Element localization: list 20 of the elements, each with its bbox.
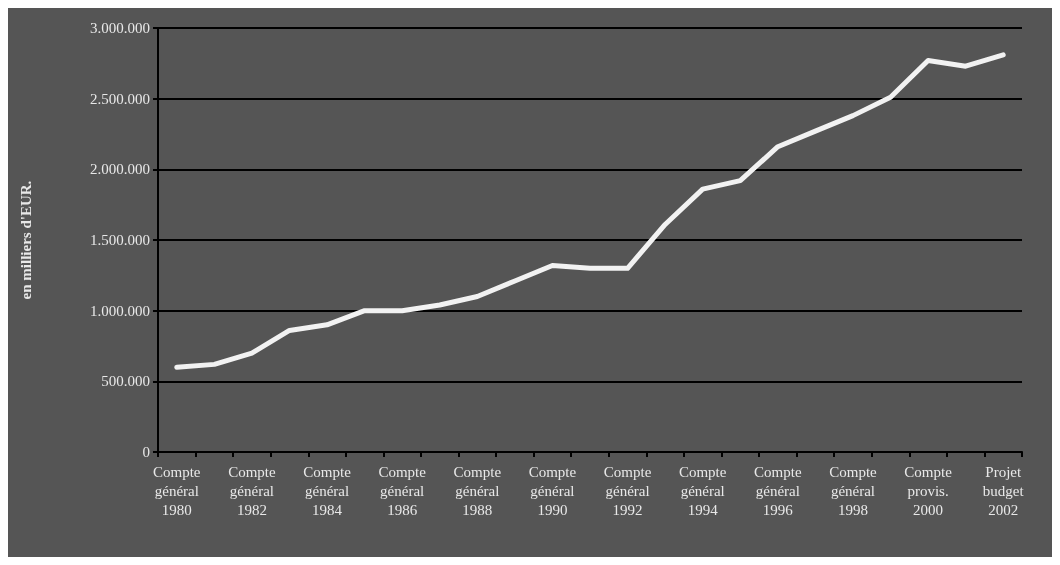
x-tick-label: Compte général 1984 — [303, 463, 352, 518]
x-tick-label: Compte général 1988 — [453, 463, 502, 518]
x-tick-label: Compte général 1998 — [829, 463, 878, 518]
x-tick-label: Compte général 1992 — [603, 463, 652, 518]
x-tick-label: Compte général 1986 — [378, 463, 427, 518]
x-tick-label: Compte général 1980 — [153, 463, 201, 518]
y-tick-label: 2.500.000 — [90, 90, 150, 107]
y-tick-label: 1.000.000 — [90, 302, 150, 319]
y-tick-label: 500.000 — [101, 373, 150, 390]
x-tick-label: Compte général 1996 — [754, 463, 802, 518]
y-tick-label: 2.000.000 — [90, 161, 150, 178]
y-tick-label: 1.500.000 — [90, 232, 150, 248]
x-tick-label: Compte provis. 2000 — [904, 463, 953, 518]
x-tick-label: Compte général 1994 — [678, 463, 727, 518]
x-tick-label: Compte général 1982 — [228, 463, 276, 518]
y-tick-label: 0 — [142, 444, 150, 460]
y-tick-label: 3.000.000 — [90, 20, 150, 36]
x-tick-label: Compte général 1990 — [528, 463, 577, 518]
x-tick-label: Projet budget 2002 — [982, 463, 1025, 518]
y-axis-title: en milliers d'EUR. — [17, 180, 34, 300]
